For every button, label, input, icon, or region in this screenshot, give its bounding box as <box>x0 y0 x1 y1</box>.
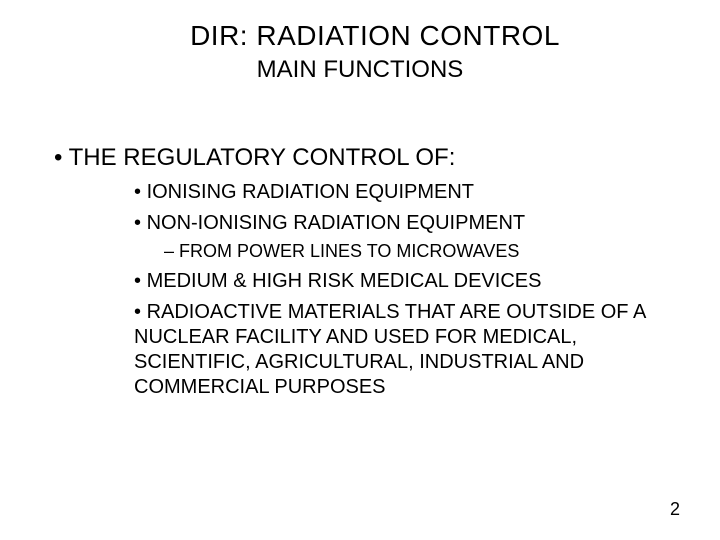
title-block: DIR: RADIATION CONTROL MAIN FUNCTIONS <box>40 20 680 84</box>
list-item: RADIOACTIVE MATERIALS THAT ARE OUTSIDE O… <box>134 300 680 400</box>
list-item-text: RADIOACTIVE MATERIALS THAT ARE OUTSIDE O… <box>134 301 645 398</box>
list-item-text: FROM POWER LINES TO MICROWAVES <box>179 241 519 261</box>
slide-title: DIR: RADIATION CONTROL <box>70 20 680 52</box>
list-item-text: THE REGULATORY CONTROL OF: <box>69 144 456 171</box>
list-item: FROM POWER LINES TO MICROWAVES <box>164 240 680 263</box>
page-number: 2 <box>670 499 680 520</box>
list-item-text: IONISING RADIATION EQUIPMENT <box>147 181 474 203</box>
bullet-list-level3: FROM POWER LINES TO MICROWAVES <box>134 240 680 263</box>
list-item: IONISING RADIATION EQUIPMENT <box>134 180 680 205</box>
list-item: NON-IONISING RADIATION EQUIPMENT FROM PO… <box>134 211 680 263</box>
list-item: MEDIUM & HIGH RISK MEDICAL DEVICES <box>134 269 680 294</box>
bullet-list-level2: IONISING RADIATION EQUIPMENT NON-IONISIN… <box>54 180 680 400</box>
list-item-text: MEDIUM & HIGH RISK MEDICAL DEVICES <box>147 270 542 292</box>
bullet-list-level1: THE REGULATORY CONTROL OF: IONISING RADI… <box>40 144 680 400</box>
slide-subtitle: MAIN FUNCTIONS <box>40 56 680 84</box>
list-item: THE REGULATORY CONTROL OF: IONISING RADI… <box>54 144 680 400</box>
list-item-text: NON-IONISING RADIATION EQUIPMENT <box>147 212 526 234</box>
